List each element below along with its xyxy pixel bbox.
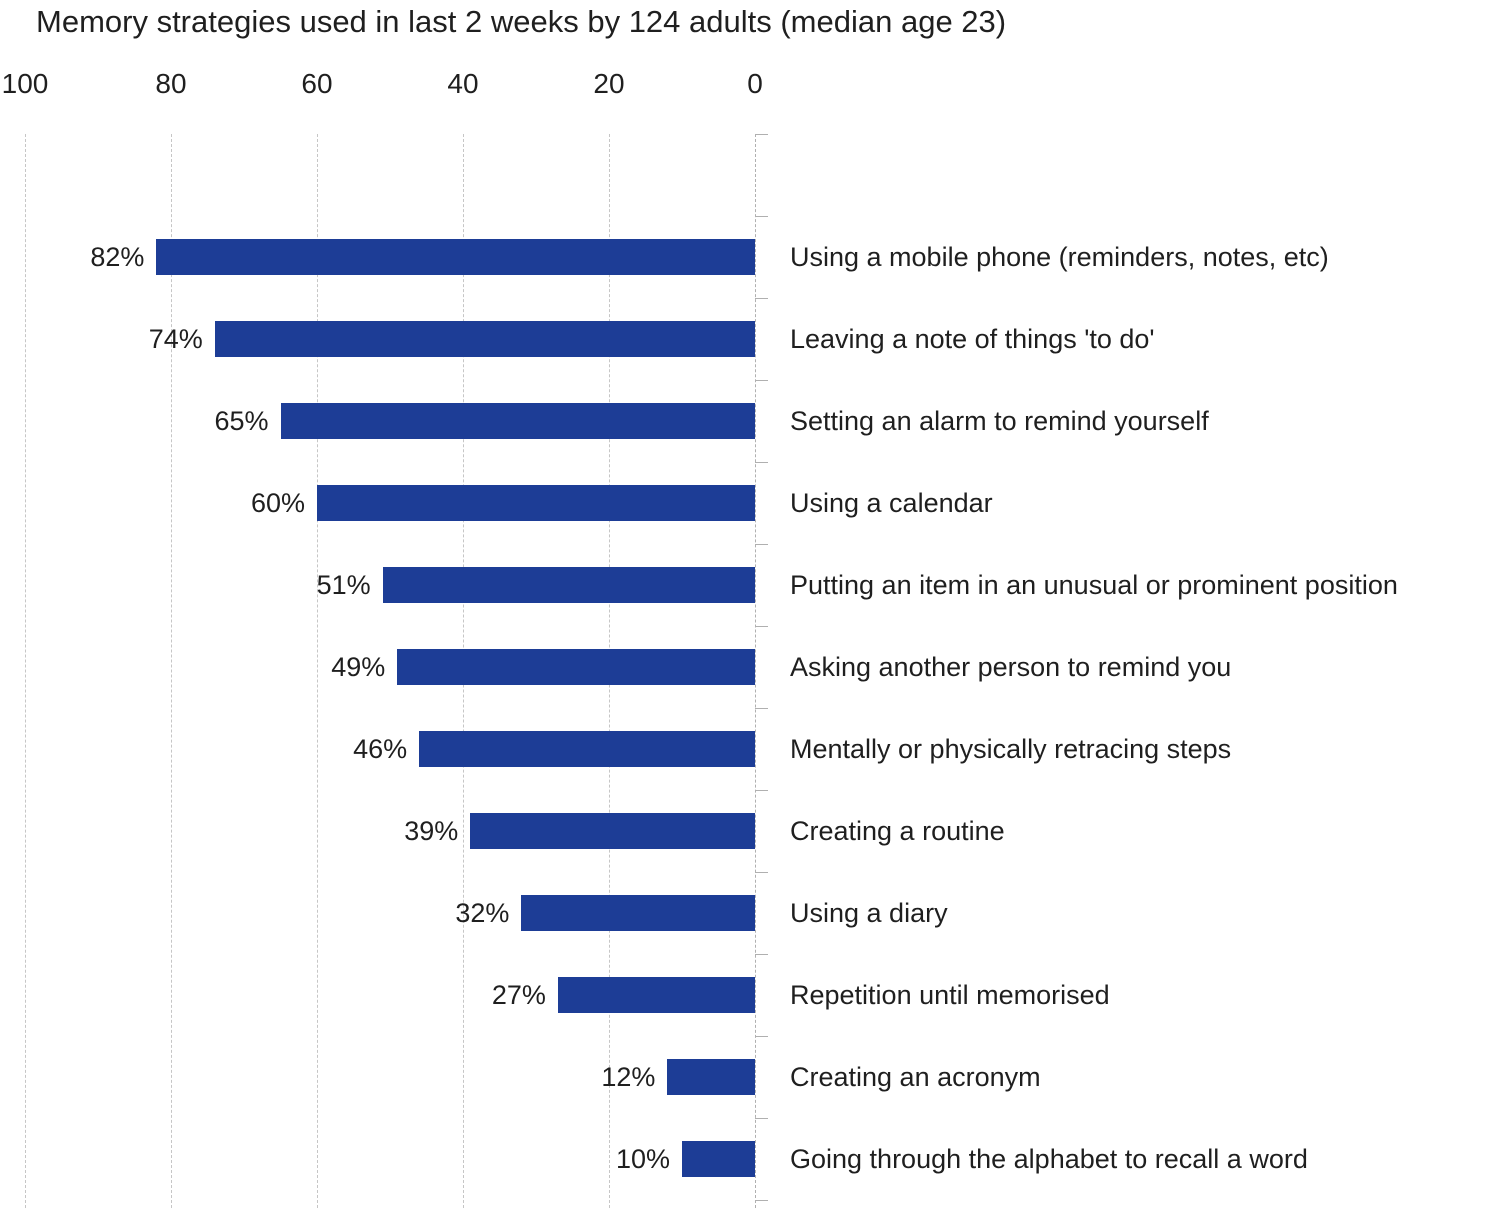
axis-tick <box>755 544 768 545</box>
axis-tick <box>755 462 768 463</box>
bar <box>557 977 755 1013</box>
axis-tick <box>755 134 768 135</box>
bar-value-label: 46% <box>353 734 408 764</box>
bar-value-label: 74% <box>148 324 203 354</box>
bar <box>280 403 755 439</box>
bar-value-label: 51% <box>316 570 371 600</box>
category-label: Creating an acronym <box>790 1062 1041 1092</box>
axis-tick <box>755 954 768 955</box>
bar <box>317 485 755 521</box>
bar-value-label: 39% <box>404 816 459 846</box>
x-axis-tick-label: 80 <box>155 68 187 99</box>
category-axis-line <box>755 134 756 1208</box>
axis-tick <box>755 1036 768 1037</box>
bar <box>156 239 755 275</box>
category-label: Repetition until memorised <box>790 980 1110 1010</box>
category-label: Setting an alarm to remind yourself <box>790 406 1209 436</box>
axis-tick <box>755 708 768 709</box>
gridline <box>25 134 26 1208</box>
gridline <box>317 134 318 1208</box>
x-axis-tick-label: 100 <box>1 68 49 99</box>
x-axis-tick-label: 0 <box>747 68 763 99</box>
bar <box>419 731 755 767</box>
bar <box>682 1141 755 1177</box>
category-label: Creating a routine <box>790 816 1005 846</box>
bar <box>667 1059 755 1095</box>
axis-tick <box>755 1200 768 1201</box>
category-label: Using a diary <box>790 898 948 928</box>
bar-value-label: 49% <box>331 652 386 682</box>
axis-tick <box>755 1118 768 1119</box>
chart-title: Memory strategies used in last 2 weeks b… <box>36 4 1007 39</box>
x-axis-tick-label: 20 <box>593 68 625 99</box>
bar-value-label: 32% <box>455 898 510 928</box>
category-label: Mentally or physically retracing steps <box>790 734 1232 764</box>
category-label: Using a mobile phone (reminders, notes, … <box>790 242 1329 272</box>
axis-tick <box>755 626 768 627</box>
bar-value-label: 10% <box>615 1144 670 1174</box>
bar <box>521 895 755 931</box>
category-label: Leaving a note of things 'to do' <box>790 324 1155 354</box>
bar-value-label: 12% <box>601 1062 656 1092</box>
bar <box>214 321 755 357</box>
x-axis-tick-label: 40 <box>447 68 479 99</box>
category-label: Going through the alphabet to recall a w… <box>790 1144 1308 1174</box>
bar <box>470 813 755 849</box>
bar-value-label: 82% <box>90 242 145 272</box>
bar-value-label: 60% <box>250 488 305 518</box>
x-axis-tick-label: 60 <box>301 68 333 99</box>
category-label: Putting an item in an unusual or promine… <box>790 570 1398 600</box>
axis-tick <box>755 216 768 217</box>
bar <box>382 567 755 603</box>
bar-value-label: 65% <box>214 406 269 436</box>
bar <box>397 649 755 685</box>
axis-tick <box>755 790 768 791</box>
axis-tick <box>755 298 768 299</box>
category-label: Using a calendar <box>790 488 993 518</box>
category-label: Asking another person to remind you <box>790 652 1232 682</box>
gridline <box>171 134 172 1208</box>
axis-tick <box>755 380 768 381</box>
axis-tick <box>755 872 768 873</box>
bar-value-label: 27% <box>491 980 546 1010</box>
